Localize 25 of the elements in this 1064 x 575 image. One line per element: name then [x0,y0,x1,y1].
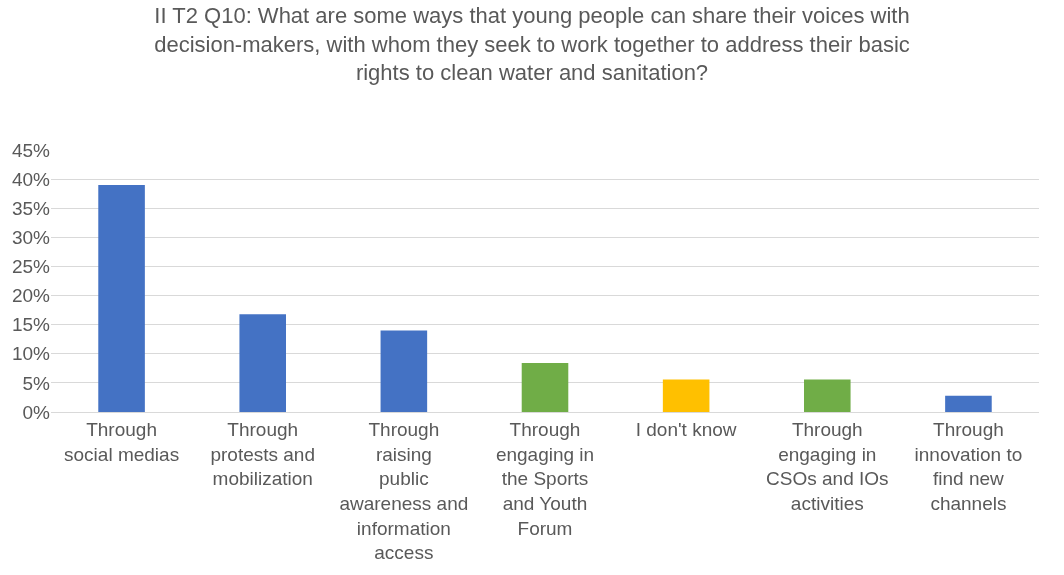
x-tick-label: Through engaging in CSOs and IOs activities [766,418,889,514]
y-tick-label: 35% [11,197,51,219]
y-tick-label: 30% [11,226,51,248]
y-tick-label: 20% [11,285,51,307]
bar [945,395,992,412]
x-tick-label: Through raising public awareness and information access [339,418,469,564]
y-tick-label: 5% [22,372,51,394]
y-tick-label: 15% [11,314,51,336]
bar [804,379,851,412]
y-tick-label: 10% [11,343,51,365]
bar [380,330,428,412]
x-tick-label: I don't know [635,418,737,440]
y-tick-label: 40% [11,168,51,190]
y-tick-label: 25% [11,256,51,278]
x-tick-label: Through protests and mobilization [210,418,315,490]
bar [521,363,569,412]
y-tick-label: 0% [22,401,51,423]
x-tick-label: Through engaging in the Sports and Youth Forum [495,418,595,539]
bar [239,314,286,412]
x-tick-label: Through social medias [64,418,180,465]
chart-title: II T2 Q10: What are some ways that young people can share their voices with decision-makers, with whom they seek to work together to address their basic rights to clean water and sanitation? [154,3,910,86]
y-tick-label: 45% [11,139,51,161]
x-tick-label: Through innovation to find new channels [914,418,1023,514]
bar [98,184,145,412]
bar [662,379,710,412]
